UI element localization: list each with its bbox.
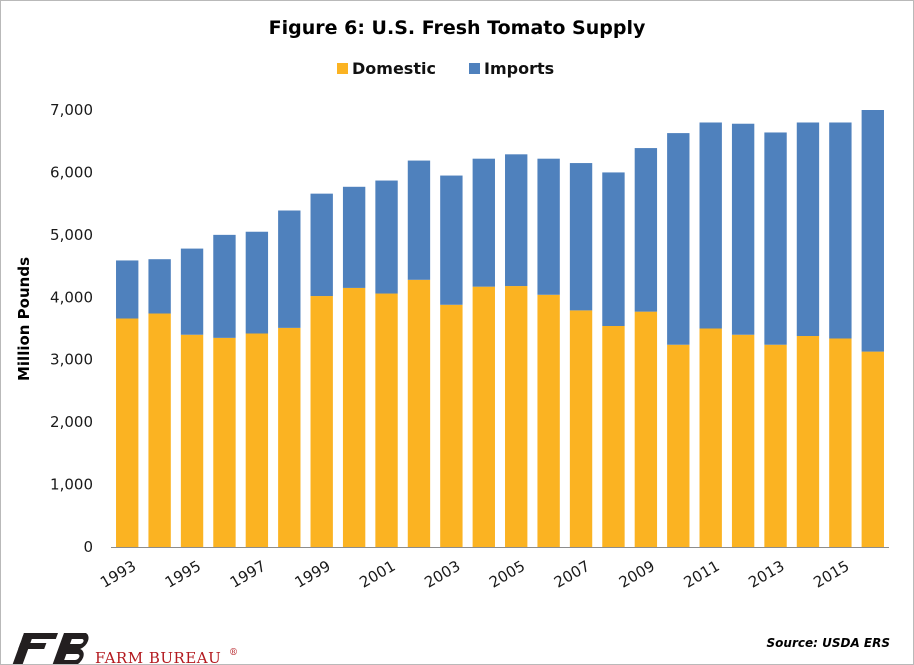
- x-tick-label: 2011: [681, 557, 723, 592]
- bars: [116, 110, 884, 547]
- x-tick-label: 2005: [486, 557, 528, 592]
- bar-imports-2003: [440, 175, 463, 305]
- y-tick-label: 2,000: [50, 413, 93, 431]
- legend-swatch-domestic: [337, 63, 348, 74]
- x-tick-label: 2001: [356, 557, 398, 592]
- bar-domestic-2010: [667, 344, 690, 547]
- bar-domestic-2000: [342, 287, 366, 547]
- bar-imports-2002: [407, 160, 431, 280]
- x-tick-label: 2013: [745, 557, 787, 592]
- fb-mark-icon: [11, 633, 89, 664]
- x-axis-ticks: 1993 1995 1997 1999 2001 2003 2005 2007 2009 2011…: [97, 557, 852, 592]
- bar-imports-1999: [310, 193, 333, 297]
- bar-imports-2006: [537, 158, 560, 295]
- x-tick-label: 2009: [616, 557, 658, 592]
- bar-domestic-2005: [505, 286, 528, 547]
- bar-imports-1995: [180, 248, 204, 335]
- bar-imports-2012: [731, 123, 755, 335]
- brand-text: FARM BUREAU: [95, 649, 221, 664]
- legend-swatch-imports: [469, 63, 480, 74]
- x-tick-label: 1993: [97, 557, 139, 592]
- y-tick-label: 3,000: [50, 351, 93, 369]
- bar-imports-2005: [505, 154, 528, 287]
- bar-domestic-2013: [764, 344, 787, 547]
- bar-imports-1994: [148, 259, 171, 314]
- legend: Domestic Imports: [337, 59, 554, 78]
- bar-domestic-2012: [731, 334, 755, 547]
- bar-domestic-1996: [213, 337, 236, 547]
- bar-imports-2013: [764, 132, 787, 345]
- bar-domestic-1998: [278, 327, 301, 547]
- legend-label-imports: Imports: [484, 59, 554, 78]
- x-tick-label: 1997: [227, 557, 269, 592]
- bar-domestic-2004: [472, 286, 495, 547]
- bar-domestic-2008: [602, 326, 625, 547]
- bar-imports-1997: [245, 231, 269, 334]
- bar-imports-1996: [213, 234, 236, 338]
- bar-domestic-1993: [116, 318, 139, 547]
- y-tick-label: 7,000: [50, 101, 93, 119]
- bar-imports-2009: [634, 148, 658, 312]
- y-tick-label: 5,000: [50, 226, 93, 244]
- bar-domestic-1999: [310, 296, 333, 547]
- bar-imports-2011: [699, 122, 722, 329]
- bar-domestic-2001: [375, 293, 398, 547]
- bar-domestic-2014: [796, 335, 820, 547]
- bar-imports-2001: [375, 180, 398, 294]
- brand-registered-mark: ®: [229, 648, 238, 658]
- bar-domestic-2015: [829, 338, 852, 547]
- x-tick-label: 2003: [421, 557, 463, 592]
- y-axis-label: Million Pounds: [15, 257, 33, 381]
- farm-bureau-logo: FARM BUREAU ®: [11, 633, 238, 664]
- bar-imports-2010: [667, 133, 690, 345]
- x-tick-label: 2007: [551, 557, 593, 592]
- bar-imports-2004: [472, 158, 495, 287]
- bar-domestic-2016: [861, 351, 884, 547]
- chart-title: Figure 6: U.S. Fresh Tomato Supply: [269, 17, 646, 39]
- bar-imports-2016: [861, 110, 884, 352]
- y-axis-ticks: 0 1,000 2,000 3,000 4,000 5,000 6,000 7,000: [50, 101, 93, 556]
- bar-domestic-2006: [537, 294, 560, 547]
- bar-domestic-2009: [634, 311, 658, 547]
- bar-imports-1993: [116, 260, 139, 319]
- x-tick-label: 1995: [162, 557, 204, 592]
- legend-label-domestic: Domestic: [352, 59, 436, 78]
- bar-domestic-2002: [407, 279, 431, 547]
- x-tick-label: 1999: [292, 557, 334, 592]
- y-tick-label: 6,000: [50, 163, 93, 181]
- bar-domestic-2003: [440, 304, 463, 547]
- bar-imports-2015: [829, 122, 852, 339]
- bar-imports-1998: [278, 210, 301, 328]
- bar-domestic-1994: [148, 313, 171, 547]
- bar-imports-2008: [602, 172, 625, 326]
- y-tick-label: 1,000: [50, 476, 93, 494]
- y-tick-label: 4,000: [50, 288, 93, 306]
- bar-domestic-1995: [180, 334, 204, 547]
- bar-imports-2014: [796, 122, 820, 337]
- y-tick-label: 0: [83, 538, 93, 556]
- bar-imports-2000: [342, 186, 366, 288]
- x-tick-label: 2015: [810, 557, 852, 592]
- bar-domestic-2011: [699, 328, 722, 547]
- bar-domestic-1997: [245, 333, 269, 547]
- bar-imports-2007: [569, 163, 593, 311]
- source-note: Source: USDA ERS: [767, 636, 890, 650]
- bar-domestic-2007: [569, 310, 593, 547]
